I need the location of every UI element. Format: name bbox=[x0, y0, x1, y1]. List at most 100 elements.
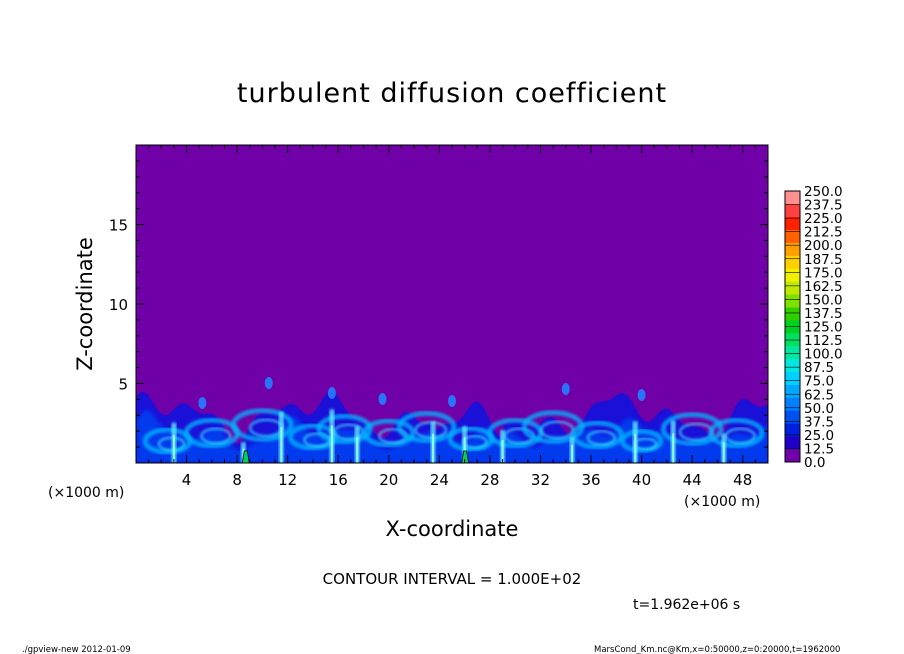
colorbar-swatch bbox=[785, 242, 800, 256]
y-axis-label: Z-coordinate bbox=[73, 237, 97, 371]
colorbar-label: 137.5 bbox=[804, 306, 843, 322]
colorbar-label: 100.0 bbox=[804, 347, 843, 363]
plume-core bbox=[571, 444, 574, 463]
x-axis-unit-left: (×1000 m) bbox=[48, 485, 124, 501]
colorbar-swatch bbox=[785, 281, 800, 295]
contour-spot bbox=[241, 450, 250, 463]
colorbar-swatch bbox=[785, 371, 800, 385]
x-tick-label: 12 bbox=[278, 471, 297, 489]
blob bbox=[637, 389, 646, 401]
colorbar-swatch bbox=[785, 294, 800, 308]
x-tick-label: 36 bbox=[581, 471, 600, 489]
eddy bbox=[288, 423, 338, 451]
plume-core bbox=[330, 425, 333, 463]
plume-core bbox=[722, 442, 725, 463]
colorbar-label: 162.5 bbox=[804, 279, 843, 295]
colorbar-label: 87.5 bbox=[804, 360, 834, 376]
colorbar-swatch bbox=[785, 384, 800, 398]
colorbar-label: 75.0 bbox=[804, 374, 834, 390]
colorbar-label: 175.0 bbox=[804, 265, 843, 281]
colorbar-swatch bbox=[785, 216, 800, 231]
blob bbox=[378, 393, 387, 405]
x-tick-label: 8 bbox=[232, 471, 242, 489]
x-tick-label: 28 bbox=[480, 471, 499, 489]
colorbar-label: 50.0 bbox=[804, 401, 834, 417]
y-tick-label: 5 bbox=[118, 376, 128, 394]
x-axis: 4 8 12 16 20 24 28 32 36 40 44 48 bbox=[148, 145, 756, 489]
colorbar-swatch bbox=[785, 203, 800, 218]
plot-area bbox=[135, 144, 769, 464]
colorbar-label: 12.5 bbox=[804, 441, 834, 457]
x-axis-label: X-coordinate bbox=[386, 517, 519, 541]
colorbar-label: 62.5 bbox=[804, 387, 834, 403]
colorbar-label: 200.0 bbox=[804, 238, 843, 254]
eddy bbox=[708, 417, 765, 449]
time-label: t=1.962e+06 s bbox=[633, 597, 740, 613]
colorbar-label: 150.0 bbox=[804, 292, 843, 308]
footer-right: MarsCond_Km.nc@Km,x=0:50000,z=0:20000,t=… bbox=[594, 645, 840, 654]
blob bbox=[448, 395, 456, 407]
blob bbox=[561, 383, 570, 395]
plume-core bbox=[356, 437, 359, 463]
colorbar-label: 237.5 bbox=[804, 198, 843, 214]
eddy bbox=[362, 418, 416, 448]
plume-core bbox=[672, 433, 675, 463]
y-tick-label: 15 bbox=[109, 217, 128, 235]
eddy bbox=[570, 420, 624, 450]
colorbar-label: 225.0 bbox=[804, 211, 843, 227]
plume-core bbox=[280, 427, 283, 463]
contour-spot bbox=[461, 450, 470, 463]
colorbar-swatch bbox=[785, 191, 800, 205]
colorbar-swatch bbox=[785, 345, 800, 360]
x-tick-label: 16 bbox=[329, 471, 348, 489]
colorbar-label: 125.0 bbox=[804, 320, 843, 336]
blob bbox=[264, 377, 273, 389]
eddy-inner bbox=[200, 427, 232, 445]
plume-core bbox=[501, 439, 504, 463]
x-tick-label: 32 bbox=[531, 471, 550, 489]
turbulence-field bbox=[136, 377, 768, 463]
x-tick-label: 4 bbox=[182, 471, 192, 489]
colorbar-swatch bbox=[785, 410, 800, 424]
eddy bbox=[231, 408, 294, 442]
x-tick-label: 20 bbox=[379, 471, 398, 489]
plume-core bbox=[432, 433, 435, 463]
plume-core bbox=[634, 433, 637, 463]
colorbar-swatch bbox=[785, 449, 800, 463]
eddy bbox=[316, 413, 373, 445]
colorbar-label: 212.5 bbox=[804, 225, 843, 241]
plume-core bbox=[172, 434, 175, 463]
plume-core bbox=[463, 437, 466, 463]
colorbar-label: 250.0 bbox=[804, 184, 843, 200]
colorbar-label: 37.5 bbox=[804, 414, 834, 430]
colorbar-label: 25.0 bbox=[804, 428, 834, 444]
x-tick-label: 24 bbox=[430, 471, 449, 489]
colorbar-swatch bbox=[785, 332, 800, 347]
mixed-layer-core bbox=[136, 410, 768, 463]
colorbar-swatch bbox=[785, 268, 800, 282]
contour-interval: CONTOUR INTERVAL = 1.000E+02 bbox=[323, 570, 582, 588]
x-tick-label: 44 bbox=[683, 471, 702, 489]
colorbar-swatch bbox=[785, 255, 800, 269]
eddy bbox=[397, 410, 457, 444]
colorbar-swatch bbox=[785, 397, 800, 411]
chart-title: turbulent diffusion coefficient bbox=[237, 78, 667, 109]
colorbar-swatch bbox=[785, 436, 800, 450]
y-tick-label: 10 bbox=[109, 296, 128, 314]
eddy bbox=[660, 412, 724, 446]
colorbar-swatch bbox=[785, 229, 800, 243]
colorbar-label: 0.0 bbox=[804, 455, 825, 471]
eddy-inner bbox=[586, 430, 617, 446]
x-axis-unit-right: (×1000 m) bbox=[684, 494, 760, 510]
x-tick-label: 40 bbox=[632, 471, 651, 489]
blob bbox=[327, 387, 336, 399]
colorbar-label: 187.5 bbox=[804, 252, 843, 268]
footer-left: ./gpview-new 2012-01-09 bbox=[22, 645, 131, 654]
x-tick-label: 48 bbox=[733, 471, 752, 489]
eddy bbox=[619, 428, 664, 454]
colorbar-swatch bbox=[785, 358, 800, 372]
blob bbox=[198, 397, 207, 409]
colorbar-label: 112.5 bbox=[804, 333, 843, 349]
